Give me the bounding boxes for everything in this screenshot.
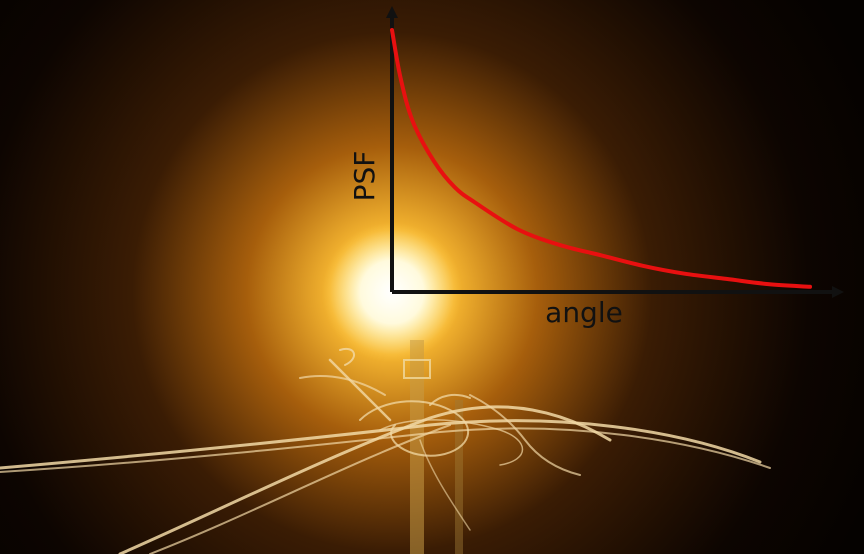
utility-pole [403,340,463,554]
y-axis-label: PSF [348,151,381,202]
series-line-psf [390,28,812,289]
power-lines [0,347,771,554]
x-axis-label: angle [545,296,623,329]
